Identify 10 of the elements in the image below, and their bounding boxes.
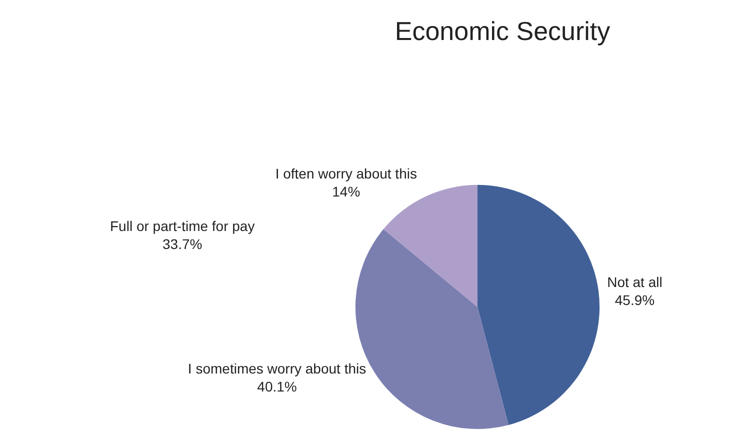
text: Full or part-time for pay 33.7% <box>110 218 255 252</box>
data-label: 40.1% <box>257 378 297 395</box>
data-label: 45.9% <box>614 292 655 308</box>
pie-slice <box>477 184 600 425</box>
slice-label: I sometimes worry about this <box>188 360 366 377</box>
pie-slice <box>383 184 478 307</box>
data-label: 14% <box>332 184 360 200</box>
slice-label: Not at all <box>607 274 662 290</box>
slice-label: I often worry about this <box>275 165 417 182</box>
chart-title: Economic Security <box>394 16 610 46</box>
